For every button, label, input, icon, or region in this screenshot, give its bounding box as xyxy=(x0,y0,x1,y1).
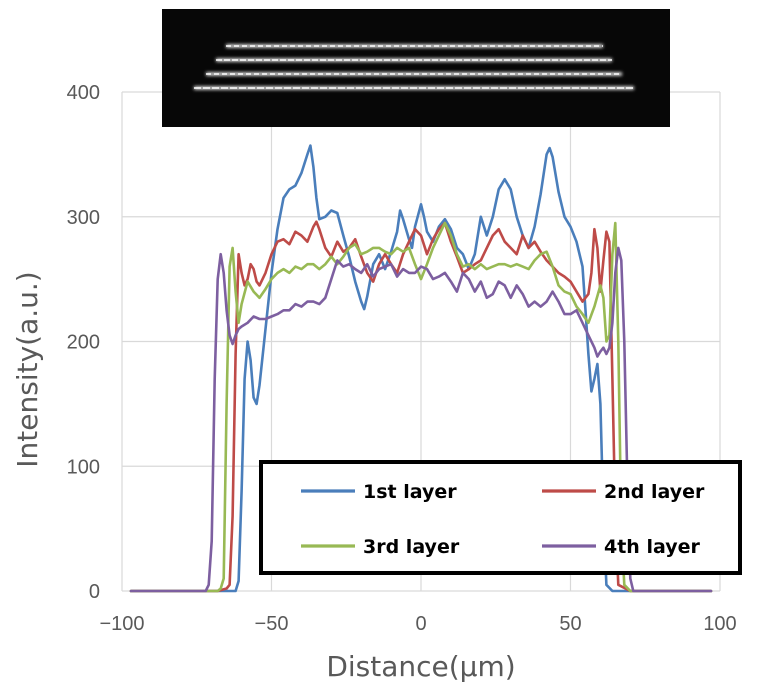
legend-label-3: 3rd layer xyxy=(363,536,460,558)
series-lines xyxy=(129,144,713,593)
inset-image-background xyxy=(162,9,670,127)
inset-image-cores xyxy=(194,45,634,89)
series-line-3 xyxy=(129,221,713,593)
x-tick-label: −50 xyxy=(255,613,289,635)
y-tick-label: 0 xyxy=(89,581,100,603)
series-line-4 xyxy=(129,246,713,593)
y-tick-labels: 0 100 200 300 400 xyxy=(67,82,100,603)
y-tick-label: 400 xyxy=(67,82,100,104)
legend: 1st layer 2nd layer 3rd layer 4th layer xyxy=(259,460,742,575)
legend-label-4: 4th layer xyxy=(604,536,700,558)
legend-label-1: 1st layer xyxy=(363,481,457,503)
x-axis-title: Distance(μm) xyxy=(326,650,515,683)
series-line-1 xyxy=(129,144,713,593)
x-tick-label: 50 xyxy=(559,613,581,635)
x-tick-label: 0 xyxy=(415,613,426,635)
inset-micrograph xyxy=(162,9,670,127)
x-tick-labels: −100 −50 0 50 100 xyxy=(99,613,736,635)
y-tick-label: 100 xyxy=(67,456,100,478)
y-tick-label: 300 xyxy=(67,207,100,229)
x-tick-label: −100 xyxy=(99,613,144,635)
series-line-2 xyxy=(129,220,713,593)
y-tick-label: 200 xyxy=(67,332,100,354)
legend-label-2: 2nd layer xyxy=(604,481,705,503)
x-tick-label: 100 xyxy=(703,613,736,635)
y-axis-title: Intensity(a.u.) xyxy=(11,271,44,467)
legend-box xyxy=(259,460,742,575)
